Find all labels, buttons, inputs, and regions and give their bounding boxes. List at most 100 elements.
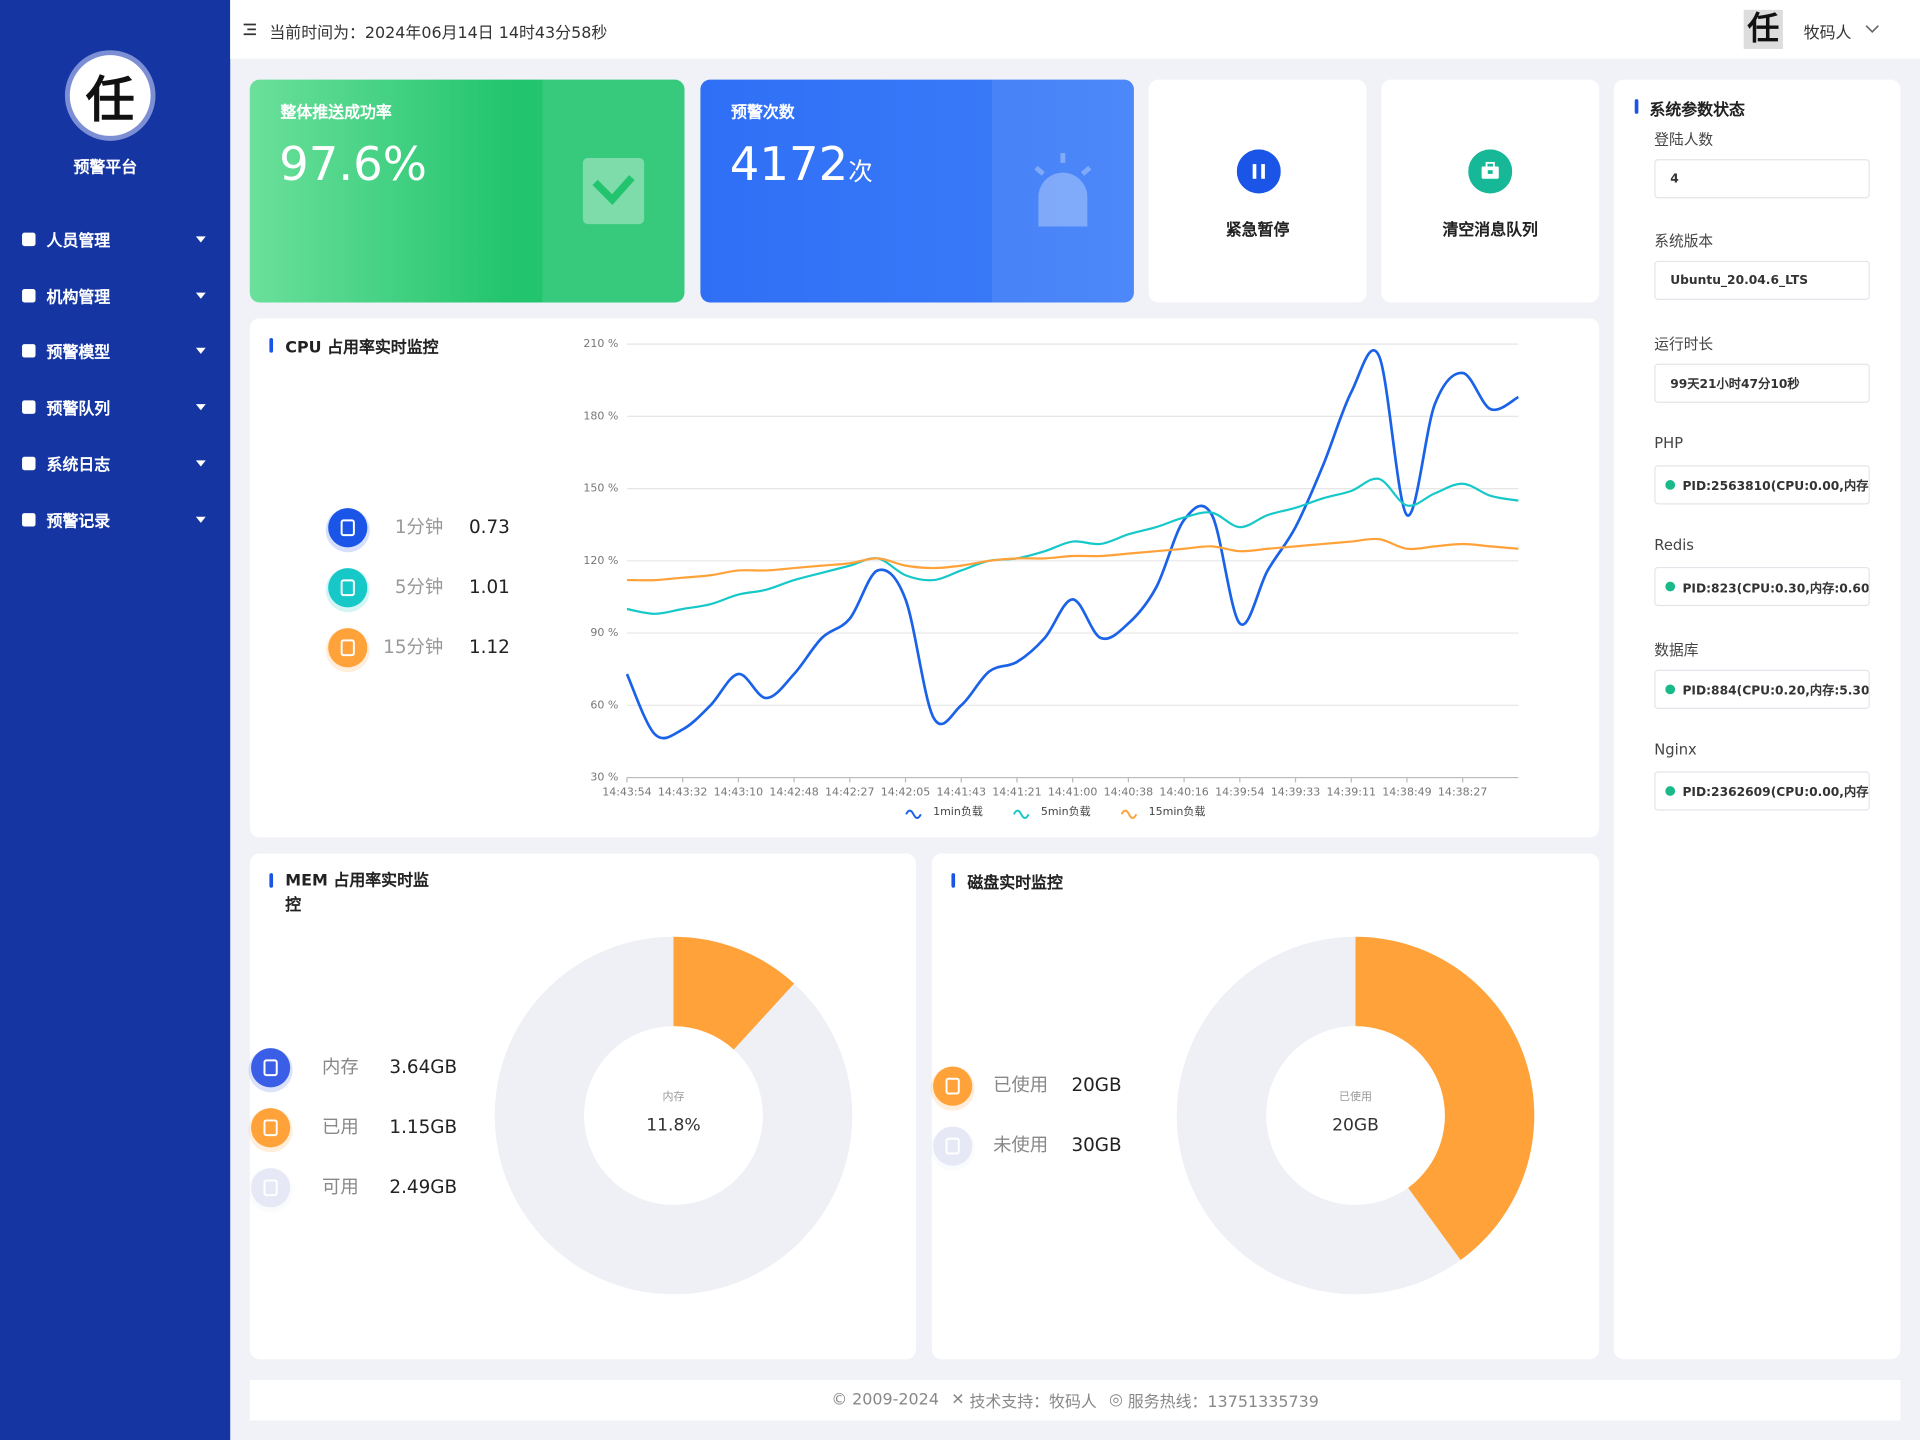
menu-item[interactable]: 预警模型 (22, 337, 206, 364)
field-value-box: PID:2362609(CPU:0.00,内存:0 (1654, 771, 1870, 811)
field-value-box: 4 (1654, 159, 1870, 199)
load-value: 1.01 (469, 577, 510, 598)
pause-button[interactable]: 紧急暂停 (1148, 79, 1367, 303)
donut-center-label: 已使用 (1339, 1090, 1372, 1103)
load-icon-glyph (340, 519, 355, 537)
field-value: 4 (1670, 172, 1679, 186)
field-value-box: PID:884(CPU:0.20,内存:5.30) (1654, 669, 1870, 709)
success-icon (582, 157, 645, 225)
donut-center-label: 内存 (662, 1089, 684, 1103)
field-value: PID:2362609(CPU:0.00,内存:0 (1682, 786, 1870, 800)
x-tick-label: 14:43:10 (714, 785, 763, 798)
card-value: 97.6% (279, 137, 428, 192)
panel-title: CPU 占用率实时监控 (285, 339, 439, 358)
field-value: PID:2563810(CPU:0.00,内存:0 (1682, 480, 1870, 494)
menu-label: 人员管理 (46, 232, 111, 251)
cpu-card (249, 318, 1600, 838)
legend-label: 已使用 (993, 1075, 1048, 1096)
clear-icon (1468, 149, 1513, 194)
avatar[interactable]: 任 (1743, 9, 1783, 49)
x-tick-label: 14:41:43 (936, 785, 985, 798)
header (230, 0, 1920, 59)
panel-title: 磁盘实时监控 (967, 874, 1063, 893)
field-label: PHP (1654, 434, 1684, 452)
support-icon: ✕ (951, 1391, 965, 1410)
load-icon (328, 508, 368, 548)
mem-label: 可用 (322, 1177, 359, 1198)
menu-icon (22, 512, 36, 526)
legend-label: 15min负载 (1149, 804, 1206, 818)
menu-item[interactable]: 预警记录 (22, 506, 206, 533)
legend-icon (933, 1126, 973, 1166)
menu-label: 预警队列 (46, 399, 111, 419)
alarm-icon (1034, 153, 1092, 227)
menu-caret (195, 235, 206, 242)
legend-icon (1013, 809, 1030, 819)
field-label: Nginx (1654, 740, 1697, 758)
alert-count-card (700, 79, 1134, 303)
legend-value: 20GB (1071, 1075, 1121, 1096)
button-label: 紧急暂停 (1225, 221, 1290, 241)
x-tick-label: 14:43:54 (602, 785, 651, 798)
menu-caret (195, 459, 206, 466)
legend-icon (933, 1066, 973, 1106)
title-marker (1634, 99, 1639, 114)
user-dropdown-icon[interactable] (1865, 23, 1880, 35)
field-label: 运行时长 (1654, 335, 1714, 353)
button-label: 清空消息队列 (1442, 221, 1538, 241)
user-name[interactable]: 牧码人 (1803, 24, 1852, 43)
x-tick-label: 14:39:11 (1326, 785, 1375, 798)
menu-item[interactable]: 机构管理 (22, 282, 206, 309)
mem-label: 已用 (322, 1117, 359, 1138)
load-label: 1分钟 (395, 517, 443, 538)
donut-slice (673, 936, 795, 1050)
menu-label: 预警记录 (46, 512, 111, 531)
menu-item[interactable]: 系统日志 (22, 449, 206, 476)
donut-center-value: 20GB (1332, 1115, 1379, 1135)
legend-icon (905, 809, 922, 819)
title-marker (269, 337, 274, 353)
status-dot (1665, 683, 1676, 694)
y-tick-label: 90 % (590, 626, 618, 639)
load-icon-glyph (340, 639, 355, 657)
x-tick-label: 14:41:00 (1048, 785, 1097, 798)
load-icon-glyph (340, 579, 355, 597)
menu-label: 预警模型 (46, 343, 111, 362)
menu-toggle-icon[interactable] (242, 22, 257, 37)
y-tick-label: 210 % (583, 337, 618, 350)
x-tick-label: 14:42:05 (881, 785, 930, 798)
legend-value: 30GB (1071, 1135, 1121, 1156)
donut-slice (1176, 936, 1461, 1295)
menu-icon (22, 399, 36, 414)
mem-icon (251, 1048, 291, 1088)
mem-icon-glyph (263, 1119, 278, 1137)
y-tick-label: 30 % (590, 771, 618, 784)
card-number: 4172 (729, 137, 849, 192)
card-unit: 次 (848, 156, 873, 187)
field-value-box: 99天21小时47分10秒 (1654, 363, 1870, 403)
menu-icon (22, 456, 36, 470)
mem-label: 内存 (322, 1057, 359, 1078)
series-line (626, 477, 1519, 615)
x-tick-label: 14:39:33 (1271, 785, 1320, 798)
x-tick-label: 14:39:54 (1215, 785, 1264, 798)
mem-icon (251, 1108, 291, 1148)
hotline-icon: ◎ (1109, 1391, 1123, 1410)
menu-icon (22, 288, 36, 302)
y-tick-label: 120 % (583, 554, 618, 567)
x-tick-label: 14:40:38 (1104, 785, 1153, 798)
load-icon (328, 568, 368, 608)
field-label: 数据库 (1654, 641, 1699, 659)
donut-center-value: 11.8% (646, 1115, 700, 1135)
logo: 任 (64, 50, 156, 141)
clear-queue-button[interactable]: 清空消息队列 (1381, 79, 1600, 303)
y-tick-label: 150 % (583, 482, 618, 495)
x-tick-label: 14:43:32 (658, 785, 707, 798)
menu-item[interactable]: 预警队列 (22, 393, 206, 420)
menu-item[interactable]: 人员管理 (22, 225, 206, 252)
load-label: 15分钟 (383, 637, 443, 658)
mem-value: 2.49GB (389, 1177, 457, 1198)
donut-slice (494, 936, 853, 1295)
